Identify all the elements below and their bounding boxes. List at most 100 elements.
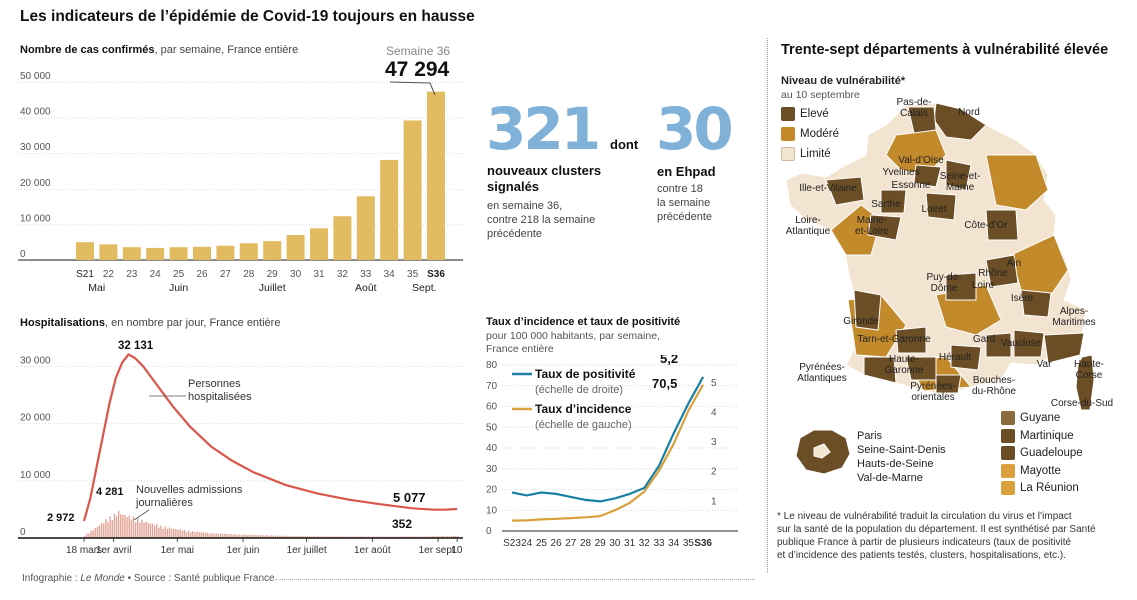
hosp-start-label: 2 972 [47, 512, 75, 524]
cases-bar [122, 247, 141, 260]
rates-xtick-label: 31 [624, 538, 636, 549]
admissions-bar [306, 536, 308, 538]
admissions-bar [427, 536, 429, 538]
admissions-bar [170, 528, 173, 538]
cases-xtick-label: 27 [220, 269, 232, 280]
cases-xtick-label: 26 [196, 269, 208, 280]
rates-right-tick-label: 3 [711, 437, 717, 448]
admissions-bar [440, 536, 442, 538]
map-title: Trente-sept départements à vulnérabilité… [781, 42, 1109, 58]
admissions-bar [336, 536, 338, 538]
admissions-bar [120, 514, 122, 538]
dept-label: Ille-et-Vilaine [799, 183, 857, 194]
admissions-bar [312, 536, 315, 538]
admissions-bar [219, 533, 222, 538]
admissions-bar [94, 528, 96, 538]
dept-label: Loire-Atlantique [786, 215, 831, 237]
admissions-bar [145, 521, 147, 538]
cases-xtick-label: S21 [76, 269, 94, 280]
admissions-bar [132, 516, 135, 538]
cases-ytick-label: 30 000 [20, 142, 51, 153]
admissions-bar [442, 535, 444, 538]
hosp-chart-subtitle: Hospitalisations, en nombre par jour, Fr… [20, 317, 281, 329]
cases-xtick-label: 32 [337, 269, 349, 280]
dept-vaucluse [1013, 329, 1045, 358]
cases-bar [263, 241, 282, 260]
admissions-bar [124, 515, 126, 538]
footer-rule [275, 579, 755, 580]
admissions-bar [340, 536, 342, 538]
admissions-bar [429, 536, 431, 538]
admissions-bar [433, 536, 436, 538]
cases-month-label: Août [355, 282, 377, 294]
dom-swatch-martinique [1001, 428, 1015, 443]
admissions-bar [96, 526, 99, 538]
admissions-bar [414, 536, 417, 538]
rates-left-tick-label: 30 [486, 464, 498, 475]
admissions-bar [117, 510, 120, 538]
dept-label: Gard [973, 334, 995, 345]
rates-right-tick-label: 5 [711, 378, 717, 389]
admissions-bar [298, 536, 300, 538]
dept-label: Pas-de-Calais [896, 97, 931, 119]
admissions-bar [291, 536, 294, 538]
hosp-peak-label: 32 131 [118, 340, 154, 352]
dept-label: Maine-et-Loire [855, 215, 889, 237]
map-legend-title: Niveau de vulnérabilité* [781, 75, 906, 87]
admissions-bar [187, 530, 190, 538]
cases-ytick-label: 10 000 [20, 213, 51, 224]
admissions-bar [251, 534, 253, 538]
dom-swatch-guadeloupe [1001, 446, 1015, 460]
admissions-bar [255, 535, 258, 538]
dom-martinique: Martinique [1001, 428, 1083, 447]
admissions-bar [349, 536, 351, 538]
cases-bar [380, 159, 399, 260]
dom-guadeloupe: Guadeloupe [1001, 446, 1083, 464]
dept-label: Haute-Corse [1074, 359, 1104, 381]
rates-left-tick-label: 80 [486, 360, 498, 371]
admissions-bar [387, 536, 389, 538]
cases-xtick-label: 25 [173, 269, 185, 280]
cases-callout-value: 47 294 [385, 58, 450, 81]
admissions-bar [236, 535, 239, 538]
admissions-bar [359, 536, 361, 538]
adm-peak-label: 4 281 [96, 486, 124, 498]
admissions-bar [302, 536, 304, 538]
admissions-bar [160, 525, 162, 538]
admissions-bar [211, 532, 213, 538]
cases-xtick-label: 30 [290, 269, 302, 280]
admissions-bar [289, 535, 292, 538]
dept-isere [1020, 289, 1052, 318]
admissions-bar [272, 535, 275, 538]
corsica [1075, 354, 1095, 411]
hosp-xtick-label: 10 sept. [451, 545, 463, 556]
dom-swatch-guyane [1001, 411, 1015, 425]
admissions-bar [283, 535, 285, 538]
cases-month-label: Sept. [412, 282, 437, 294]
rates-right-tick-label: 2 [711, 467, 717, 478]
hosp-xtick-label: 18 mars [66, 545, 102, 556]
legend-swatch-limite [781, 147, 795, 161]
admissions-bar [192, 531, 194, 538]
hosp-series-name-2: hospitalisées [188, 391, 252, 403]
admissions-bar [139, 522, 141, 538]
cases-bar [193, 246, 211, 260]
legend-item-eleve: Elevé [781, 107, 839, 127]
map-legend-date: au 10 septembre [781, 89, 860, 101]
dont-label: dont [610, 137, 639, 152]
rates-chart-subtitle: pour 100 000 habitants, par semaine, Fran… [486, 330, 660, 355]
dept-label: Isère [1011, 293, 1034, 304]
admissions-bar [200, 532, 202, 538]
dept-label: Loire [972, 280, 995, 291]
cases-bar [239, 243, 258, 260]
admissions-bar [344, 536, 347, 538]
cases-ytick-label: 0 [20, 249, 26, 260]
incidence-series-line [511, 384, 705, 522]
admissions-bar [450, 535, 453, 538]
admissions-bar [134, 522, 137, 538]
legend-swatch-modere [781, 127, 795, 141]
admissions-bar [323, 536, 325, 538]
map-legend: Elevé Modéré Limité [781, 107, 839, 167]
admissions-bar [185, 532, 188, 538]
